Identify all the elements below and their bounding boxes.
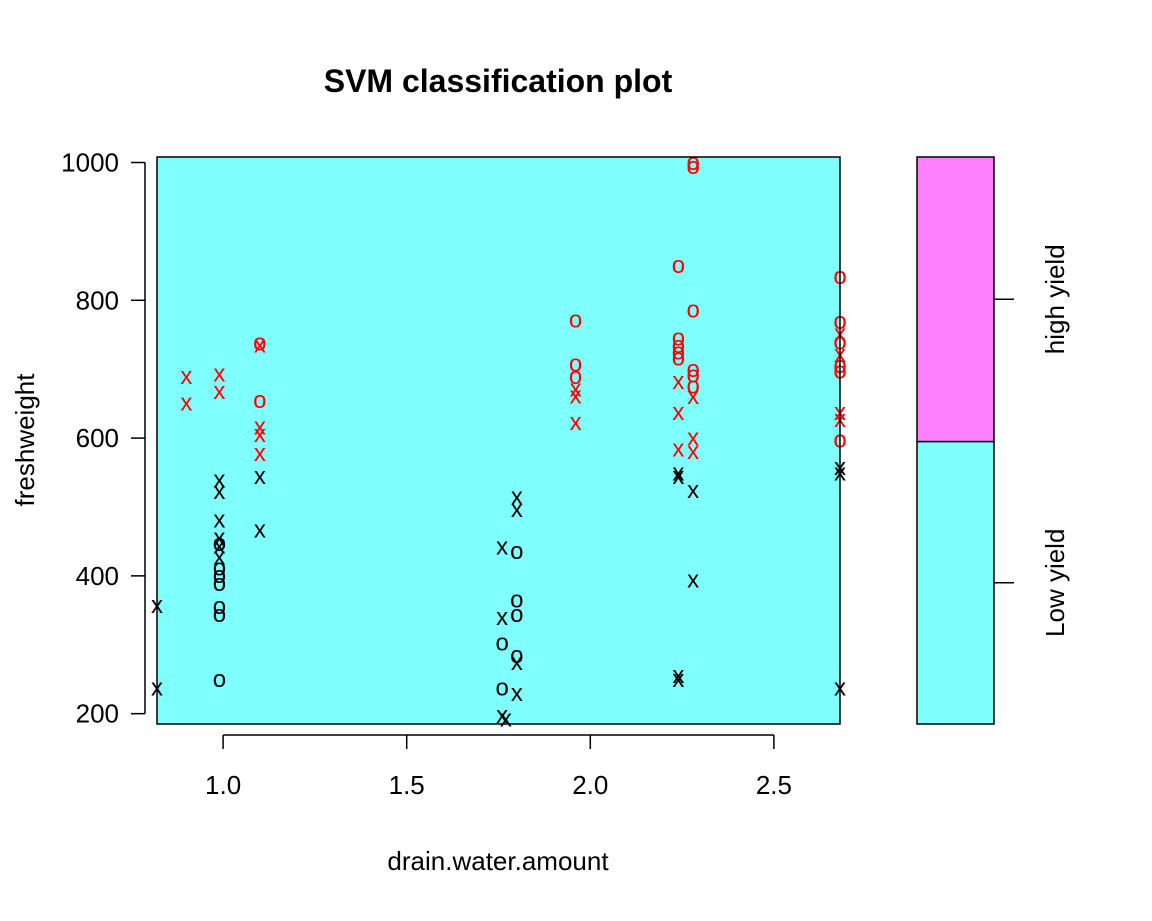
x-tick-label-1: 1.5 — [389, 770, 425, 800]
data-point-low-12: o — [213, 593, 226, 620]
data-point-high-44: o — [253, 329, 266, 356]
x-tick-label-0: 1.0 — [205, 770, 241, 800]
data-point-low-4: x — [213, 506, 225, 533]
data-point-high-45: x — [254, 331, 266, 358]
data-point-low-25: o — [510, 538, 523, 565]
data-point-low-22: x — [500, 705, 512, 732]
data-point-high-59: o — [672, 338, 685, 365]
plot-area: xxxxxxoxxooooooxxxxooxxxxooooxxxxxxxxxxx… — [151, 149, 847, 733]
y-tick-label-4: 1000 — [61, 148, 119, 178]
data-point-low-9: o — [213, 555, 226, 582]
data-point-low-27: o — [510, 601, 523, 628]
data-point-high-49: x — [254, 440, 266, 467]
data-point-high-57: o — [672, 325, 685, 352]
data-point-low-31: x — [672, 460, 684, 487]
data-point-high-53: x — [570, 375, 582, 402]
data-point-low-18: x — [496, 604, 508, 631]
data-point-low-8: x — [213, 544, 225, 571]
data-point-low-34: x — [672, 666, 684, 693]
y-axis-title: freshweight — [10, 373, 40, 507]
data-point-low-5: x — [213, 524, 225, 551]
data-point-high-66: o — [686, 296, 699, 323]
data-point-high-65: o — [686, 153, 699, 180]
data-point-high-54: x — [570, 382, 582, 409]
y-axis: 200 400 600 800 1000 — [61, 148, 146, 729]
data-point-high-64: o — [686, 149, 699, 176]
class-label-1: high yield — [1040, 244, 1070, 354]
x-axis-title: drain.water.amount — [387, 846, 609, 876]
data-point-low-10: o — [213, 562, 226, 589]
x-tick-label-3: 2.5 — [756, 770, 792, 800]
data-point-low-16: x — [254, 517, 266, 544]
data-point-high-60: o — [672, 344, 685, 371]
data-point-high-61: x — [672, 368, 684, 395]
data-point-high-41: x — [180, 389, 192, 416]
data-point-low-24: x — [511, 496, 523, 523]
data-point-low-19: o — [495, 630, 508, 657]
data-point-low-23: x — [511, 484, 523, 511]
data-point-low-20: o — [495, 674, 508, 701]
data-point-high-46: o — [253, 387, 266, 414]
data-point-high-71: x — [687, 424, 699, 451]
data-point-high-67: o — [686, 356, 699, 383]
data-point-high-50: o — [569, 307, 582, 334]
data-point-low-29: x — [511, 649, 523, 676]
data-point-high-70: x — [687, 383, 699, 410]
data-point-high-52: o — [569, 363, 582, 390]
data-point-high-47: x — [254, 413, 266, 440]
decision-region — [157, 157, 840, 724]
plot-border — [156, 156, 841, 725]
data-point-high-63: x — [672, 435, 684, 462]
data-point-low-2: x — [213, 466, 225, 493]
data-point-high-42: x — [213, 360, 225, 387]
y-tick-label-1: 400 — [76, 561, 119, 591]
data-point-low-21: x — [496, 702, 508, 729]
data-points: xxxxxxoxxooooooxxxxooxxxxooooxxxxxxxxxxx… — [151, 149, 847, 733]
class-label-0: Low yield — [1040, 529, 1070, 637]
data-point-low-15: x — [254, 463, 266, 490]
y-tick-label-3: 800 — [76, 285, 119, 315]
data-point-high-51: o — [569, 351, 582, 378]
data-point-high-43: x — [213, 378, 225, 405]
data-point-low-7: x — [213, 533, 225, 560]
data-point-high-48: x — [254, 421, 266, 448]
data-point-high-72: x — [687, 438, 699, 465]
data-point-high-56: o — [672, 252, 685, 279]
y-tick-label-2: 600 — [76, 423, 119, 453]
data-point-high-58: o — [672, 332, 685, 359]
data-point-high-68: o — [686, 362, 699, 389]
y-tick-label-0: 200 — [76, 699, 119, 729]
chart-title: SVM classification plot — [324, 63, 673, 99]
data-point-low-30: x — [511, 680, 523, 707]
data-point-low-26: o — [510, 586, 523, 613]
class-swatch-1 — [916, 156, 995, 443]
data-point-high-62: x — [672, 399, 684, 426]
data-point-low-32: x — [672, 463, 684, 490]
data-point-low-28: o — [510, 642, 523, 669]
data-point-high-40: x — [180, 363, 192, 390]
class-swatch-0 — [916, 440, 995, 725]
data-point-low-11: o — [213, 570, 226, 597]
data-point-low-36: x — [687, 566, 699, 593]
class-legend: Low yield high yield — [916, 156, 1070, 725]
data-point-low-33: x — [672, 662, 684, 689]
data-point-low-17: x — [496, 533, 508, 560]
data-point-low-3: x — [213, 478, 225, 505]
x-axis: 1.0 1.5 2.0 2.5 — [205, 734, 792, 800]
data-point-low-6: o — [213, 530, 226, 557]
data-point-low-13: o — [213, 601, 226, 628]
x-tick-label-2: 2.0 — [572, 770, 608, 800]
data-point-high-55: x — [570, 409, 582, 436]
data-point-low-14: o — [213, 666, 226, 693]
data-point-low-35: x — [687, 477, 699, 504]
data-point-high-69: o — [686, 373, 699, 400]
